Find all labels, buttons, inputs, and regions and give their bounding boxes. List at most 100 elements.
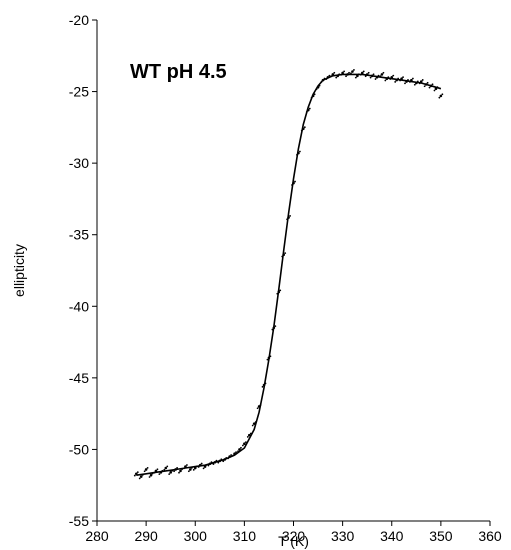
data-point-scatter xyxy=(168,473,171,476)
data-point xyxy=(144,468,148,471)
data-point-scatter xyxy=(384,79,387,82)
data-point-scatter xyxy=(382,71,385,74)
fit-curve xyxy=(136,73,442,476)
data-point-scatter xyxy=(200,462,203,465)
data-point-scatter xyxy=(279,289,282,292)
data-point-scatter xyxy=(240,446,242,449)
data-point-scatter xyxy=(187,470,190,473)
x-axis-title: T (K) xyxy=(278,533,309,549)
data-point-scatter xyxy=(404,82,406,85)
data-point xyxy=(189,468,192,471)
data-points xyxy=(133,69,444,480)
y-tick-label: -45 xyxy=(69,370,89,386)
data-point xyxy=(164,466,168,470)
data-point-scatter xyxy=(266,358,269,361)
data-point xyxy=(149,473,153,477)
data-point-scatter xyxy=(178,471,180,474)
data-point-scatter xyxy=(362,70,365,73)
data-point-scatter xyxy=(392,74,395,77)
data-point-scatter xyxy=(192,468,195,471)
data-point-scatter xyxy=(148,476,151,478)
data-point xyxy=(169,471,172,474)
data-point-scatter xyxy=(186,464,188,466)
data-point xyxy=(351,70,354,73)
data-point-scatter xyxy=(438,96,441,99)
data-point-scatter xyxy=(274,325,277,328)
y-axis-title: ellipticity xyxy=(11,244,27,297)
data-point-scatter xyxy=(244,441,247,444)
data-point-scatter xyxy=(413,83,416,86)
data-point-scatter xyxy=(433,89,436,92)
fit-curve-group xyxy=(136,73,442,476)
data-point-scatter xyxy=(348,71,350,74)
data-point-scatter xyxy=(372,73,375,76)
data-point-scatter xyxy=(367,71,370,74)
x-tick-label: 340 xyxy=(380,528,404,544)
x-tick-label: 300 xyxy=(184,528,208,544)
data-point-scatter xyxy=(303,126,306,129)
y-tick-label: -35 xyxy=(69,227,89,243)
x-tick-label: 350 xyxy=(429,528,453,544)
data-point-scatter xyxy=(176,466,179,469)
chart-annotation: WT pH 4.5 xyxy=(130,61,227,83)
data-point-scatter xyxy=(202,467,205,470)
x-ticks: 280 290 300 310 320 330 340 350 360 xyxy=(85,521,502,544)
data-point-scatter xyxy=(143,470,146,473)
data-point-scatter xyxy=(256,407,259,410)
data-point-scatter xyxy=(294,180,296,183)
data-point-scatter xyxy=(235,451,237,454)
data-point-scatter xyxy=(173,470,176,473)
x-tick-label: 290 xyxy=(134,528,158,544)
y-ticks: -20 -25 -30 -35 -40 -45 -50 -55 xyxy=(69,12,97,529)
data-point-scatter xyxy=(426,81,429,84)
x-tick-label: 320 xyxy=(282,528,306,544)
data-point-scatter xyxy=(423,85,426,88)
data-point-scatter xyxy=(146,466,149,469)
data-point-scatter xyxy=(241,444,244,447)
data-point-scatter xyxy=(354,76,357,79)
data-point-scatter xyxy=(394,81,397,83)
data-point-scatter xyxy=(335,76,338,79)
data-point xyxy=(243,442,246,446)
data-point xyxy=(238,448,241,451)
data-point-scatter xyxy=(402,76,404,78)
data-point-scatter xyxy=(133,474,136,477)
y-tick-label: -55 xyxy=(69,513,89,529)
data-point-scatter xyxy=(369,76,372,79)
data-point-scatter xyxy=(308,107,311,110)
data-point xyxy=(439,94,443,98)
y-tick-label: -20 xyxy=(69,12,89,28)
data-point-scatter xyxy=(158,473,161,476)
data-point-scatter xyxy=(138,477,141,480)
data-point-scatter xyxy=(156,468,159,471)
data-point-scatter xyxy=(284,252,287,255)
y-tick-label: -30 xyxy=(69,155,89,171)
data-point-scatter xyxy=(353,69,355,71)
data-point-scatter xyxy=(230,454,233,456)
data-point-scatter xyxy=(289,215,291,217)
x-tick-label: 280 xyxy=(85,528,109,544)
data-point-scatter xyxy=(166,465,169,468)
data-point xyxy=(179,469,182,473)
data-point-scatter xyxy=(261,385,264,388)
data-point-scatter xyxy=(246,436,249,438)
data-point-scatter xyxy=(421,79,424,81)
x-tick-label: 310 xyxy=(233,528,257,544)
data-point xyxy=(139,475,143,478)
data-point-scatter xyxy=(374,78,377,80)
data-point-scatter xyxy=(441,93,444,96)
data-point-scatter xyxy=(328,74,331,77)
data-point-scatter xyxy=(136,471,139,474)
data-point-scatter xyxy=(428,86,431,89)
x-tick-label: 330 xyxy=(331,528,355,544)
data-point xyxy=(247,433,251,437)
data-point-scatter xyxy=(431,83,434,86)
data-point-scatter xyxy=(345,75,347,78)
data-point xyxy=(380,73,384,76)
data-point-scatter xyxy=(412,77,414,80)
x-tick-label: 360 xyxy=(478,528,502,544)
y-tick-label: -50 xyxy=(69,441,89,457)
data-point-scatter xyxy=(299,150,301,153)
axes xyxy=(96,20,490,522)
